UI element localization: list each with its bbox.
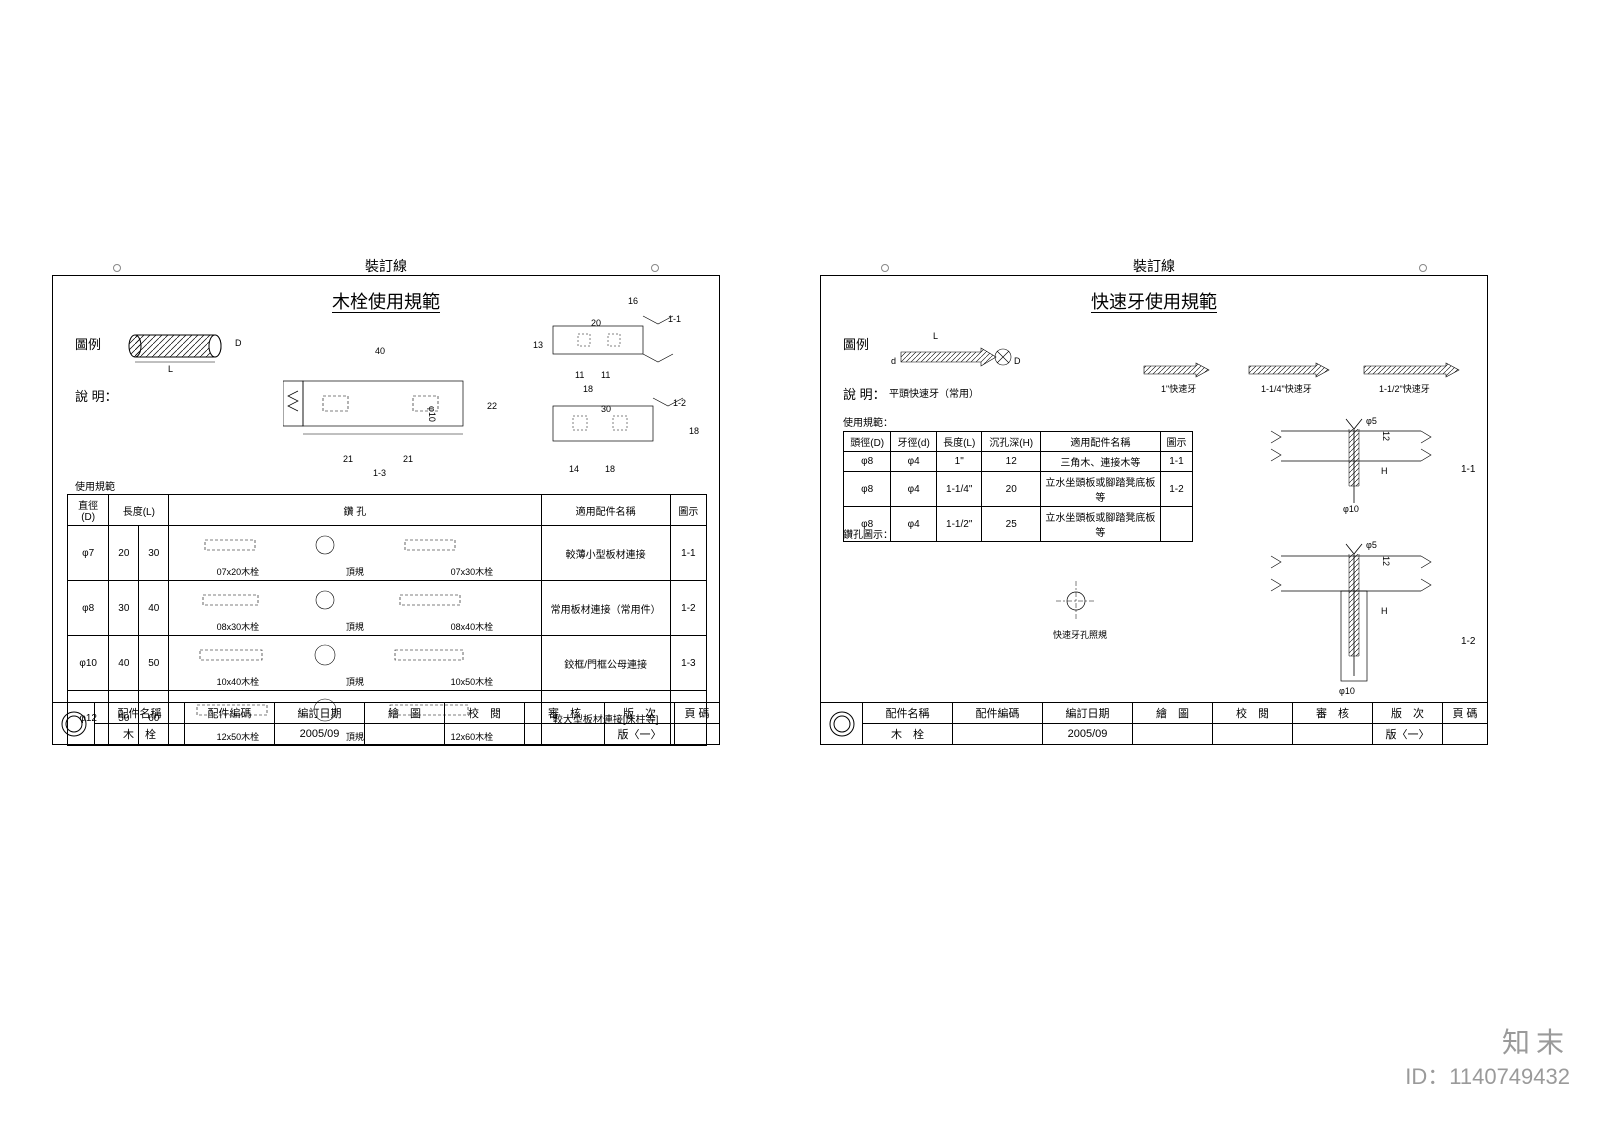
sheet-screw: 裝訂線 快速牙使用規範 圖例 L d D 說 明： 平頭快速牙（常用） 1"快速…: [820, 275, 1488, 745]
screw-1-label: 1"快速牙: [1161, 382, 1196, 395]
dim-22: 22: [487, 401, 497, 411]
title-block: 配件名稱木 栓 配件編碼 編訂日期2005/09 繪 圖 校 閱 審 核 版 次…: [53, 702, 719, 744]
bind-hole-icon: [1419, 264, 1427, 272]
dim-l: L: [933, 331, 938, 341]
dim-21: 21: [343, 454, 353, 464]
dim-12: 12: [1381, 556, 1391, 566]
th-ref: 圖示: [670, 495, 706, 526]
dim-14: 14: [569, 464, 579, 474]
dim-11: 11: [601, 370, 610, 380]
dowel-legend-icon: [123, 326, 233, 366]
screw-3-icon: [1361, 361, 1471, 379]
binding-label: 裝訂線: [365, 256, 407, 276]
dim-h: H: [1381, 466, 1388, 476]
th-diameter: 直徑(D): [68, 495, 109, 526]
binding-label: 裝訂線: [1133, 256, 1175, 276]
drill-note: 快速牙孔照規: [1053, 628, 1107, 641]
section-1-3-diagram: [283, 356, 483, 456]
dim-40: 40: [375, 346, 385, 356]
legend-label: 圖例: [75, 334, 101, 353]
desc-label: 說 明：: [75, 386, 118, 405]
dim-18: 18: [605, 464, 615, 474]
dim-18: 18: [689, 426, 699, 436]
dim-l: L: [168, 364, 173, 374]
screw-legend-icon: [896, 342, 1016, 372]
bind-hole-icon: [651, 264, 659, 272]
section-1-2-diagram: [523, 386, 693, 466]
usage-label: 使用規範: [75, 478, 115, 493]
dim-16: 16: [628, 296, 638, 306]
watermark-id: ID：1140749432: [1405, 1059, 1570, 1091]
section-1-1-screw: [1251, 411, 1471, 516]
sheet-title: 木栓使用規範: [332, 288, 440, 314]
usage-label: 使用規範：: [843, 414, 893, 429]
th-drill: 鑽 孔: [169, 495, 541, 526]
screw-1-icon: [1141, 361, 1221, 379]
bind-hole-icon: [881, 264, 889, 272]
dim-13: 13: [533, 340, 543, 350]
section-1-2: 1-2: [1461, 636, 1475, 647]
dim-21: 21: [403, 454, 413, 464]
section-1-3: 1-3: [373, 468, 386, 478]
sheet-title: 快速牙使用規範: [1091, 288, 1217, 314]
table-row: φ10 40 50 10x40木栓頂規10x50木栓 鉸框/門框公母連接 1-3: [68, 636, 707, 691]
section-1-1: 1-1: [1461, 464, 1475, 475]
dim-phi5: φ5: [1366, 416, 1377, 426]
title-block: 配件名稱木 栓 配件編碼 編訂日期2005/09 繪 圖 校 閱 審 核 版 次…: [821, 702, 1487, 744]
dim-d: d: [891, 356, 896, 366]
th-length: 長度(L): [109, 495, 169, 526]
sheet-dowel: 裝訂線 木栓使用規範 圖例 L D 說 明： 40 21 21 22 φ10 1…: [52, 275, 720, 745]
screw-2-label: 1-1/4"快速牙: [1261, 382, 1312, 395]
bind-hole-icon: [113, 264, 121, 272]
dim-phi10: φ10: [1339, 686, 1355, 696]
dim-phi5: φ5: [1366, 540, 1377, 550]
dim-20: 20: [591, 318, 601, 328]
dim-phi10: φ10: [1343, 504, 1359, 514]
legend-label: 圖例: [843, 334, 869, 353]
drill-label: 鑽孔圖示：: [843, 526, 893, 541]
dim-30: 30: [601, 404, 611, 414]
screw-2-icon: [1246, 361, 1341, 379]
logo-icon: [821, 703, 863, 744]
table-row: φ7 20 30 07x20木栓頂規07x30木栓 較薄小型板材連接 1-1: [68, 526, 707, 581]
dim-18: 18: [583, 384, 593, 394]
desc-text: 平頭快速牙（常用）: [889, 385, 979, 400]
section-1-2-screw: [1251, 536, 1471, 696]
drill-crosshair-icon: [1051, 576, 1101, 626]
table-row: φ8φ41"12三角木、連接木等1-1: [844, 452, 1193, 472]
dim-phi10: φ10: [427, 406, 437, 422]
dim-D: D: [1014, 356, 1021, 366]
dim-11: 11: [575, 370, 584, 380]
watermark-brand: 知末: [1502, 1021, 1570, 1061]
logo-icon: [53, 703, 95, 744]
dim-h: H: [1381, 606, 1388, 616]
dim-12: 12: [1381, 431, 1391, 441]
section-1-2: 1-2: [673, 398, 686, 408]
screw-spec-table: 頭徑(D) 牙徑(d) 長度(L) 沉孔深(H) 適用配件名稱 圖示 φ8φ41…: [843, 431, 1193, 542]
dim-d: D: [235, 338, 242, 348]
screw-3-label: 1-1/2"快速牙: [1379, 382, 1430, 395]
table-row: φ8φ41-1/4"20立水坐頭板或腳踏凳底板等1-2: [844, 472, 1193, 507]
th-app: 適用配件名稱: [541, 495, 670, 526]
table-row: φ8 30 40 08x30木栓頂規08x40木栓 常用板材連接（常用件） 1-…: [68, 581, 707, 636]
section-1-1: 1-1: [668, 314, 681, 324]
desc-label: 說 明：: [843, 384, 886, 403]
table-row: φ8φ41-1/2"25立水坐頭板或腳踏凳底板等: [844, 507, 1193, 542]
